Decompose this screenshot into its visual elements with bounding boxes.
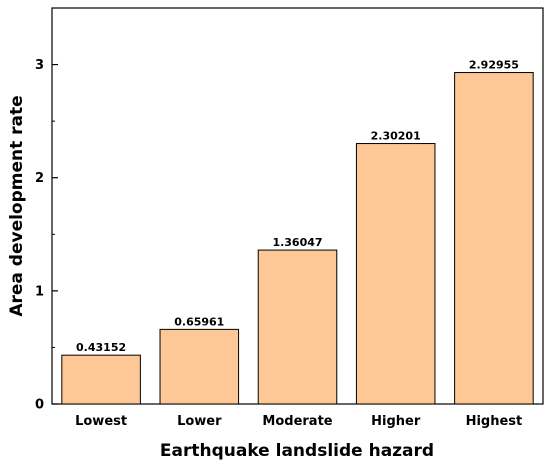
bar-lower — [159, 328, 240, 405]
x-tick-label: Higher — [371, 414, 421, 429]
data-label: 2.30201 — [371, 130, 421, 143]
x-tick-label: Lowest — [75, 414, 127, 429]
bar-highest — [454, 72, 534, 405]
x-tick-label: Lower — [177, 414, 222, 429]
x-tick-label: Moderate — [262, 414, 332, 429]
data-label: 0.43152 — [76, 341, 126, 354]
y-tick-label: 2 — [35, 171, 44, 186]
data-label: 2.92955 — [469, 59, 519, 72]
bar-higher — [355, 143, 436, 405]
data-label: 1.36047 — [272, 236, 322, 249]
x-tick-label: Highest — [466, 414, 523, 429]
y-axis-title: Area development rate — [7, 95, 27, 316]
x-axis: Lowest Lower Moderate Higher Highest — [75, 399, 522, 429]
y-tick-label: 1 — [35, 284, 44, 299]
data-labels: 0.43152 0.65961 1.36047 2.30201 2.92955 — [76, 59, 519, 355]
y-tick-label: 0 — [35, 398, 44, 413]
y-axis: 0 1 2 3 — [35, 58, 58, 413]
y-tick-label: 3 — [35, 58, 44, 73]
bars — [61, 72, 534, 405]
data-label: 0.65961 — [174, 315, 224, 328]
bar-moderate — [257, 249, 338, 405]
bar-lowest — [61, 354, 141, 405]
x-axis-title: Earthquake landslide hazard — [160, 441, 434, 461]
